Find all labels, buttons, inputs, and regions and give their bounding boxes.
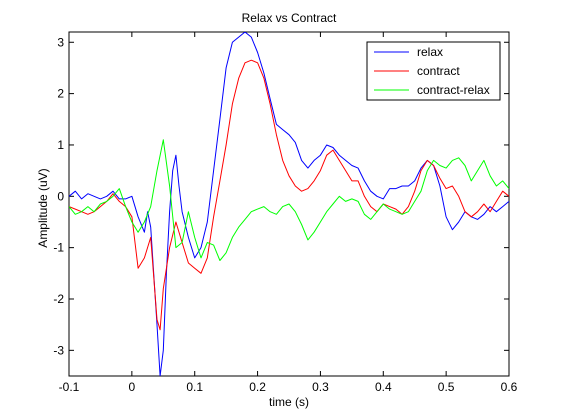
y-tick-label: -2 bbox=[53, 292, 64, 306]
x-axis-title: time (s) bbox=[269, 395, 309, 409]
x-tick-label: 0.6 bbox=[501, 380, 518, 394]
x-tick-label: -0.1 bbox=[59, 380, 80, 394]
x-tick-label: 0.5 bbox=[438, 380, 455, 394]
x-tick-label: 0.3 bbox=[312, 380, 329, 394]
y-tick-label: 1 bbox=[57, 138, 64, 152]
x-tick-label: 0.4 bbox=[375, 380, 392, 394]
legend: relax contract contract-relax bbox=[366, 41, 501, 101]
y-tick-label: 0 bbox=[57, 189, 64, 203]
x-tick-label: 0 bbox=[129, 380, 136, 394]
y-tick-label: 3 bbox=[57, 35, 64, 49]
legend-label-contract: contract bbox=[417, 64, 460, 78]
y-tick-label: -3 bbox=[53, 343, 64, 357]
y-tick-label: 2 bbox=[57, 87, 64, 101]
legend-label-contract-relax: contract-relax bbox=[417, 83, 490, 97]
x-tick-label: 0.1 bbox=[186, 380, 203, 394]
legend-label-relax: relax bbox=[417, 45, 443, 59]
series-line-contract bbox=[69, 59, 509, 331]
chart-title: Relax vs Contract bbox=[242, 11, 337, 25]
series-line-contract-relax bbox=[69, 139, 509, 261]
x-tick-label: 0.2 bbox=[249, 380, 266, 394]
y-tick-label: -1 bbox=[53, 241, 64, 255]
plot-area: -0.1 0 0.1 0.2 0.3 0.4 0.5 0.6 -3 -2 -1 0 1 2 3 relax co… bbox=[53, 31, 518, 394]
y-axis-title: Amplitude (uV) bbox=[36, 168, 50, 247]
